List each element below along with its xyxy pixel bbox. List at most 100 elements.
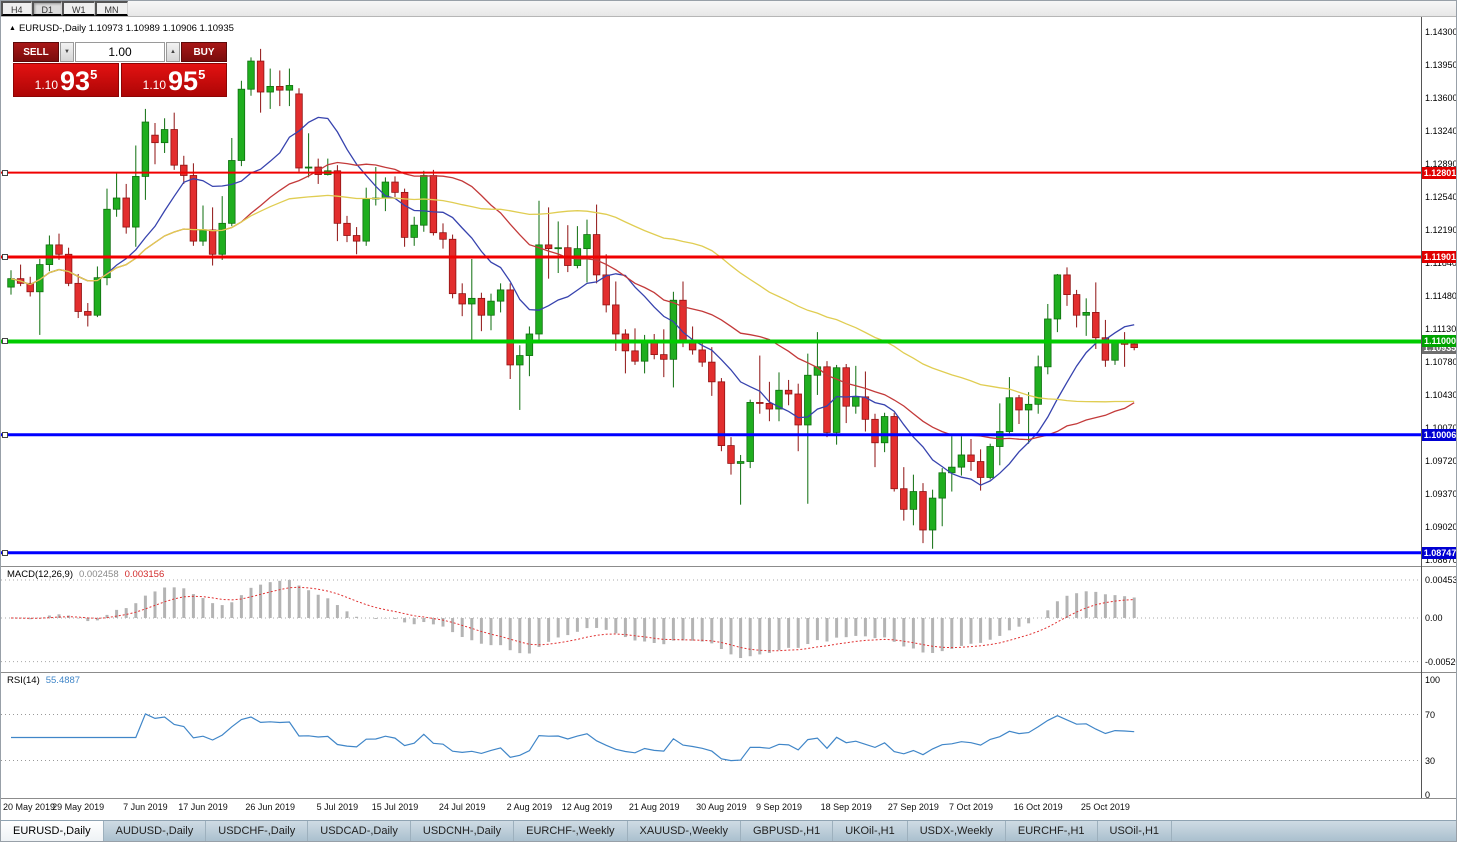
macd-main-value: 0.002458 (79, 569, 119, 580)
date-axis-label: 15 Jul 2019 (371, 802, 419, 812)
price-axis-label: 1.13240 (1425, 126, 1457, 136)
rsi-name: RSI(14) (7, 675, 40, 686)
ma-line-slow (10, 194, 1135, 403)
chart-tab-audusd-daily[interactable]: AUDUSD-,Daily (104, 821, 207, 841)
buy-price-prefix: 1.10 (142, 78, 167, 92)
chart-ohlc-title: ▲ EURUSD-,Daily 1.10973 1.10989 1.10906 1… (9, 23, 234, 34)
macd-layer (1, 579, 1421, 663)
hline-handle[interactable] (2, 338, 8, 345)
rsi-axis-label: 100 (1425, 675, 1441, 685)
hline-price-tag[interactable]: 1.11901 (1422, 250, 1457, 263)
date-axis-label: 7 Jun 2019 (123, 802, 168, 812)
horizontal-lines-layer[interactable] (1, 171, 1421, 555)
macd-axis-label: 0.00 (1425, 613, 1443, 623)
macd-indicator-label: MACD(12,26,9) 0.002458 0.003156 (7, 569, 164, 580)
price-axis-label: 1.11480 (1425, 291, 1457, 301)
volume-up-button[interactable]: ▲ (166, 42, 180, 62)
chart-tab-eurchf-h1[interactable]: EURCHF-,H1 (1006, 821, 1098, 841)
price-axis-label: 1.12890 (1425, 159, 1457, 169)
chart-tab-usdcad-daily[interactable]: USDCAD-,Daily (308, 821, 411, 841)
hline-price-tag[interactable]: 1.08747 (1422, 546, 1457, 559)
rsi-indicator-label: RSI(14) 55.4887 (7, 675, 80, 686)
chart-tab-eurchf-weekly[interactable]: EURCHF-,Weekly (514, 821, 628, 841)
hline-price-tag[interactable]: 1.10006 (1422, 428, 1457, 441)
expand-arrow-icon: ▲ (9, 25, 16, 32)
rsi-axis-label: 0 (1425, 790, 1431, 800)
price-axis-label: 1.10780 (1425, 357, 1457, 367)
date-axis-label: 2 Aug 2019 (506, 802, 553, 812)
timeframe-button-w1[interactable]: W1 (62, 1, 95, 16)
macd-axis-label: 0.00453 (1425, 574, 1457, 585)
buy-button[interactable]: BUY (181, 42, 227, 62)
buy-price-button[interactable]: 1.10 95 5 (121, 63, 227, 97)
date-axis-label: 30 Aug 2019 (696, 802, 747, 812)
date-axis-label: 9 Sep 2019 (755, 802, 803, 812)
chart-tab-usdcnh-daily[interactable]: USDCNH-,Daily (411, 821, 515, 841)
date-axis[interactable]: 20 May 2019 29 May 2019 7 Jun 2019 17 Jun 2… (1, 802, 1421, 816)
date-axis-label: 26 Jun 2019 (245, 802, 295, 812)
date-axis-label: 21 Aug 2019 (628, 802, 680, 812)
price-axis[interactable]: 1.14300 1.13950 1.13600 1.13240 1.12890 1.125… (1422, 1, 1457, 841)
buy-price-big: 95 (168, 66, 199, 96)
price-axis-label: 1.14300 (1425, 27, 1457, 37)
price-axis-label: 1.08670 (1425, 555, 1457, 565)
price-axis-label: 1.11130 (1425, 324, 1457, 334)
sell-price-button[interactable]: 1.10 93 5 (13, 63, 119, 97)
date-axis-label: 16 Oct 2019 (1013, 802, 1063, 812)
chart-tabs-bar: EURUSD-,Daily AUDUSD-,Daily USDCHF-,Daily U… (1, 820, 1456, 841)
date-axis-label: 27 Sep 2019 (887, 802, 939, 812)
volume-down-button[interactable]: ▼ (60, 42, 74, 62)
hline-handle[interactable] (2, 169, 8, 176)
macd-name: MACD(12,26,9) (7, 569, 73, 580)
hline-handle[interactable] (2, 549, 8, 556)
date-axis-label: 20 May 2019 (3, 802, 56, 812)
hline-price-tag[interactable]: 1.12801 (1422, 166, 1457, 179)
chart-tab-usdchf-daily[interactable]: USDCHF-,Daily (206, 821, 309, 841)
date-axis-label: 7 Oct 2019 (948, 802, 994, 812)
chart-tab-xauusd-weekly[interactable]: XAUUSD-,Weekly (628, 821, 741, 841)
price-axis-label: 1.09720 (1425, 456, 1457, 466)
chart-tab-usoil-h1[interactable]: USOil-,H1 (1098, 821, 1173, 841)
macd-signal-value: 0.003156 (124, 569, 165, 580)
sell-button[interactable]: SELL (13, 42, 59, 62)
rsi-axis-label: 70 (1425, 709, 1436, 720)
buy-price-sup: 5 (198, 67, 206, 82)
chart-tab-ukoil-h1[interactable]: UKOil-,H1 (833, 821, 908, 841)
price-axis-label: 1.13600 (1425, 93, 1457, 103)
ohlc-title-text: EURUSD-,Daily 1.10973 1.10989 1.10906 1.… (18, 23, 234, 34)
price-axis-label: 1.11840 (1425, 258, 1457, 268)
price-axis-label: 1.12190 (1425, 225, 1457, 235)
sell-price-prefix: 1.10 (34, 78, 59, 92)
macd-axis-label: -0.00520 (1425, 656, 1457, 667)
date-axis-label: 17 Jun 2019 (178, 802, 228, 812)
date-axis-label: 18 Sep 2019 (820, 802, 872, 812)
volume-input[interactable]: 1.00 (75, 42, 165, 62)
price-axis-label: 1.09020 (1425, 522, 1457, 532)
timeframe-button-d1[interactable]: D1 (31, 1, 63, 16)
chart-tab-eurusd-daily[interactable]: EURUSD-,Daily (1, 821, 104, 841)
hline-price-tag[interactable]: 1.11000 (1422, 335, 1457, 348)
ma-line-medium (10, 161, 1135, 441)
date-axis-label: 25 Oct 2019 (1080, 802, 1130, 812)
chart-tab-gbpusd-h1[interactable]: GBPUSD-,H1 (741, 821, 834, 841)
sell-price-big: 93 (60, 66, 91, 96)
chart-tab-usdx-weekly[interactable]: USDX-,Weekly (908, 821, 1006, 841)
date-axis-label: 29 May 2019 (52, 802, 105, 812)
price-axis-label: 1.09370 (1425, 489, 1457, 499)
timeframe-button-mn[interactable]: MN (94, 1, 128, 16)
timeframe-button-h4[interactable]: H4 (1, 1, 32, 16)
sell-price-sup: 5 (90, 67, 98, 82)
date-axis-label: 24 Jul 2019 (438, 802, 486, 812)
rsi-axis-label: 30 (1425, 755, 1436, 766)
hline-handle[interactable] (2, 253, 8, 260)
date-axis-label: 5 Jul 2019 (316, 802, 359, 812)
one-click-trading-panel: SELL ▼ 1.00 ▲ BUY 1.10 93 5 1.10 95 5 (13, 42, 227, 97)
date-axis-label: 12 Aug 2019 (561, 802, 613, 812)
price-axis-label: 1.13950 (1425, 60, 1457, 70)
hline-handle[interactable] (2, 431, 8, 438)
timeframe-toolbar: H4 D1 W1 MN (1, 1, 1456, 17)
rsi-layer (1, 713, 1421, 762)
candles-layer (7, 48, 1138, 549)
